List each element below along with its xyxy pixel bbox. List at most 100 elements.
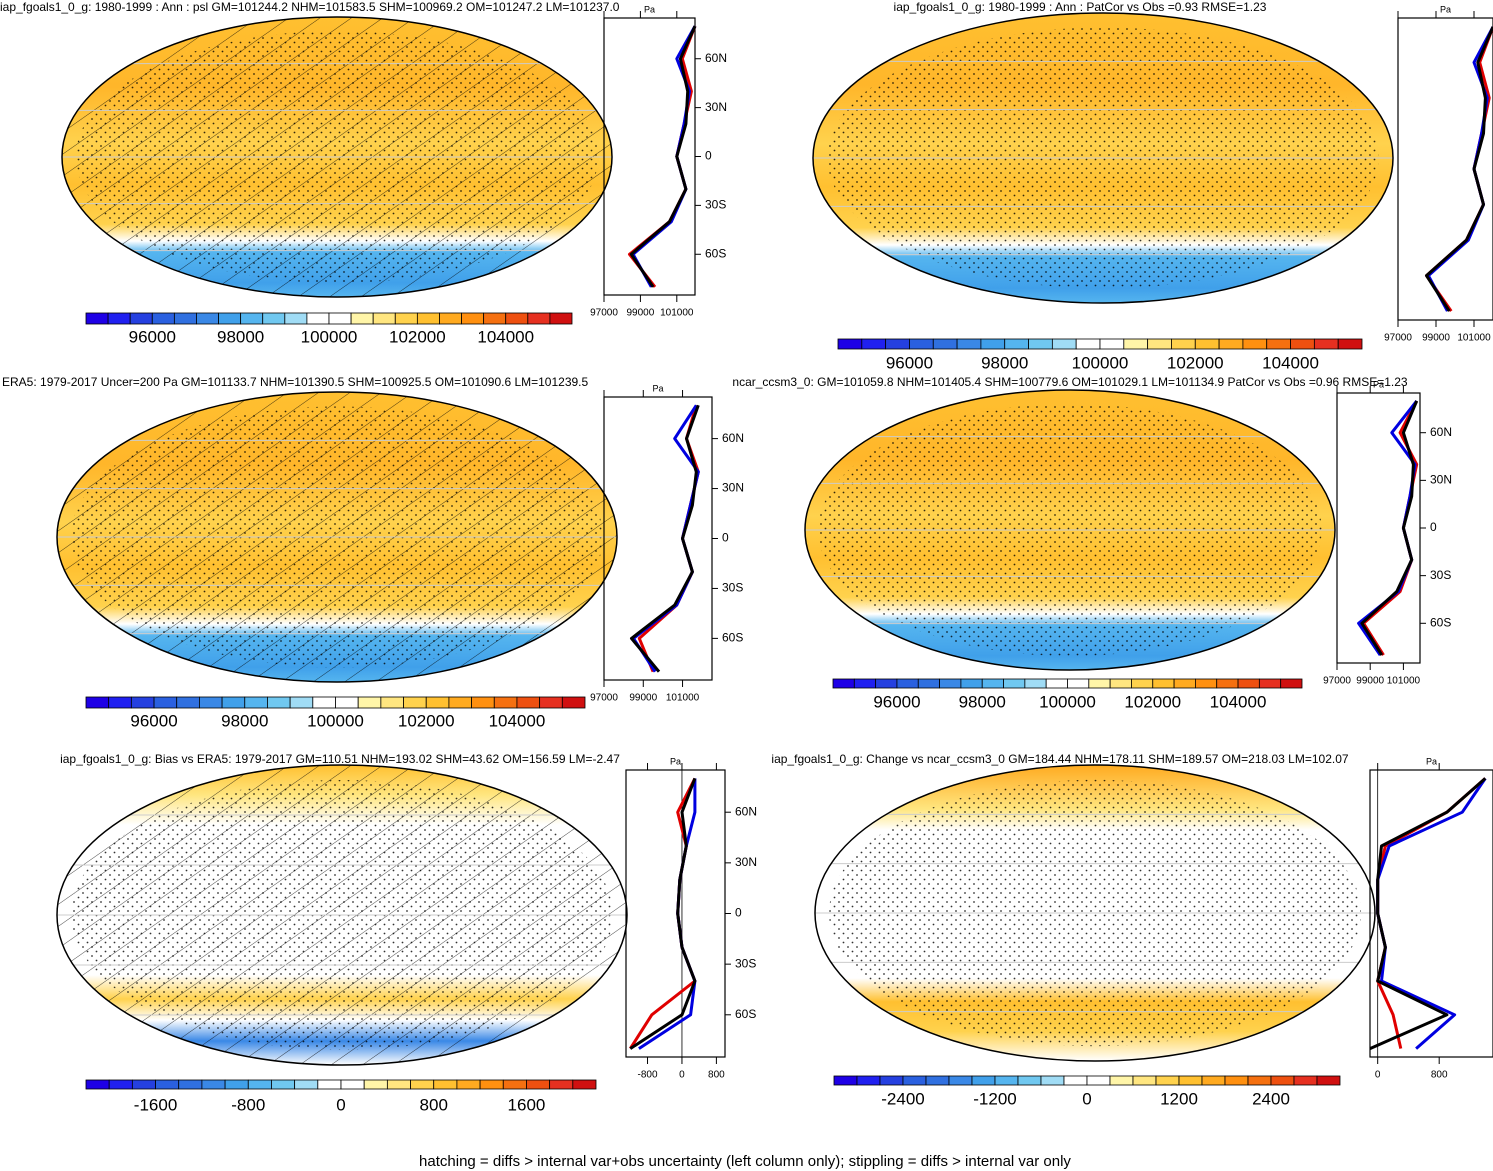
y-tick-label: 60S: [705, 246, 726, 260]
colorbar-box: [363, 1079, 388, 1090]
colorbar-box: [909, 338, 934, 350]
colorbar-label: 102000: [389, 327, 446, 346]
colorbar-box: [479, 1079, 504, 1090]
x-tick-label: 99000: [629, 693, 657, 704]
colorbar-box: [108, 696, 132, 709]
colorbar-box: [1131, 678, 1154, 689]
colorbar-box: [335, 696, 359, 709]
zonal-frame: [625, 769, 726, 1058]
colorbar-label: 104000: [1262, 353, 1319, 372]
map-border: [56, 391, 618, 683]
colorbar-label: -1200: [973, 1089, 1016, 1108]
colorbar-box: [1242, 338, 1268, 350]
zonal-line: [629, 25, 697, 288]
colorbar-label: 100000: [1039, 692, 1096, 711]
x-tick-label: 99000: [626, 308, 654, 319]
colorbar-box: [425, 696, 450, 709]
colorbar-box: [1195, 678, 1218, 689]
colorbar-box: [1247, 1075, 1272, 1086]
colorbar-label: 104000: [1210, 692, 1267, 711]
colorbar-box: [380, 696, 404, 709]
colorbar-box: [1293, 1075, 1318, 1086]
zonal-unit: Pa: [1440, 4, 1451, 14]
colorbar-label: 1200: [1160, 1089, 1198, 1108]
colorbar-box: [1178, 1075, 1203, 1086]
colorbar-box: [1109, 678, 1132, 689]
colorbar-box: [1173, 678, 1196, 689]
colorbar-box: [221, 696, 246, 709]
colorbar-box: [526, 1079, 551, 1090]
y-tick-label: 60N: [1430, 425, 1452, 439]
colorbar-box: [1024, 678, 1047, 689]
y-tick-label: 0: [735, 906, 742, 920]
panel-title: iap_fgoals1_0_g: Change vs ncar_ccsm3_0 …: [771, 752, 1348, 766]
x-tick-label: 97000: [590, 308, 618, 319]
colorbar-box: [1224, 1075, 1249, 1086]
zonal-line: [1360, 400, 1419, 656]
colorbar-box: [1004, 338, 1029, 350]
colorbar-box: [875, 678, 898, 689]
colorbar-box: [948, 1075, 973, 1086]
colorbar-box: [328, 312, 352, 325]
zonal-unit: Pa: [1373, 379, 1384, 389]
colorbar-box: [403, 696, 427, 709]
colorbar-box: [294, 1079, 319, 1090]
x-tick-label: 101000: [1387, 676, 1421, 687]
y-tick-label: 0: [722, 531, 729, 545]
colorbar-label: 98000: [959, 692, 1006, 711]
colorbar-box: [1017, 1075, 1042, 1086]
colorbar-label: -800: [231, 1095, 265, 1114]
y-tick-label: 30S: [705, 198, 726, 212]
colorbar-box: [1040, 1075, 1065, 1086]
colorbar-box: [939, 678, 962, 689]
colorbar-box: [131, 1079, 156, 1090]
colorbar-box: [340, 1079, 365, 1090]
colorbar-box: [1280, 678, 1303, 689]
colorbar-box: [932, 338, 958, 350]
colorbar-label: 100000: [1072, 353, 1129, 372]
colorbar-box: [471, 696, 495, 709]
colorbar-box: [1270, 1075, 1295, 1086]
colorbar-box: [1045, 678, 1068, 689]
map-border: [812, 12, 1394, 304]
zonal-line: [1425, 26, 1493, 312]
colorbar-label: 102000: [1124, 692, 1181, 711]
zonal-frame: [1397, 17, 1493, 321]
colorbar-box: [832, 678, 855, 689]
colorbar-box: [312, 696, 336, 709]
colorbar-label: 800: [420, 1095, 448, 1114]
x-tick-label: 99000: [1356, 676, 1384, 687]
colorbar-box: [837, 338, 863, 350]
x-tick-label: 101000: [666, 693, 700, 704]
colorbar-box: [1171, 338, 1196, 350]
colorbar-box: [549, 312, 573, 325]
colorbar-box: [1216, 678, 1239, 689]
y-tick-label: 30S: [1430, 568, 1451, 582]
colorbar-box: [956, 338, 982, 350]
zonal-frame: [1369, 769, 1493, 1058]
colorbar-box: [178, 1079, 203, 1090]
colorbar-box: [85, 1079, 110, 1090]
colorbar-box: [572, 1079, 597, 1090]
map-border: [56, 764, 628, 1066]
colorbar-box: [925, 1075, 950, 1086]
zonal-unit: Pa: [652, 383, 663, 393]
colorbar-label: 98000: [981, 353, 1028, 372]
colorbar-box: [505, 312, 529, 325]
colorbar-box: [196, 312, 219, 325]
x-tick-label: 800: [1431, 1070, 1448, 1081]
colorbar-box: [493, 696, 518, 709]
y-tick-label: 0: [705, 149, 712, 163]
colorbar-box: [561, 696, 586, 709]
zonal-unit: Pa: [670, 756, 681, 766]
colorbar-box: [1313, 338, 1339, 350]
map-border: [814, 764, 1376, 1062]
colorbar-label: -2400: [881, 1089, 924, 1108]
colorbar-box: [247, 1079, 272, 1090]
colorbar-box: [549, 1079, 574, 1090]
colorbar-label: -1600: [134, 1095, 177, 1114]
colorbar-box: [108, 1079, 133, 1090]
colorbar-box: [1237, 678, 1260, 689]
y-tick-label: 60N: [705, 51, 727, 65]
